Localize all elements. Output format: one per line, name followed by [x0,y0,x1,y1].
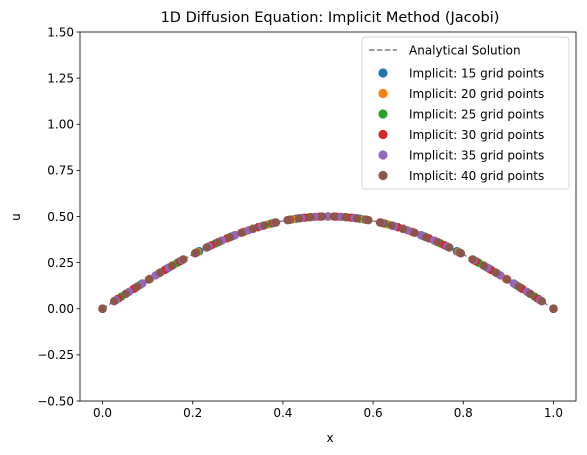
y-tick-label: −0.50 [37,394,74,408]
legend-label: Implicit: 30 grid points [409,128,544,142]
x-tick-label: 0.4 [273,406,292,420]
axes: 0.0 0.2 0.4 0.6 0.8 1.0 −0.50 −0.25 0.00 0.25 0.50… [37,25,577,420]
series-20-points [98,212,558,313]
legend-marker [378,109,388,119]
data-point [225,233,234,242]
legend-marker [378,68,388,78]
data-point [237,228,246,238]
series-15-points [98,212,558,313]
legend-marker [378,150,388,160]
x-tick-label: 0.2 [183,406,202,420]
data-point [167,261,177,271]
y-tick-label: 1.50 [47,25,74,39]
y-tick-label: 1.25 [47,71,74,85]
x-tick-label: 0.8 [454,406,473,420]
plot-area [98,212,558,313]
data-point [468,255,477,264]
data-point [109,297,119,306]
data-point [144,275,153,284]
series-30-points [98,212,558,313]
data-point [410,228,419,238]
data-point [445,243,454,252]
series-25-points [98,212,558,313]
data-point [387,221,396,230]
series-40-points [98,212,558,313]
legend-label: Implicit: 20 grid points [409,87,544,101]
legend-marker [378,88,388,99]
data-point [156,268,165,277]
legend-marker [378,170,388,181]
data-point [526,289,535,299]
legend-label: Implicit: 35 grid points [409,149,544,163]
data-point [248,224,258,234]
data-point [422,233,431,242]
data-point [456,249,466,258]
data-point [213,238,223,247]
data-point [503,275,512,284]
data-point [375,218,385,227]
data-point [352,214,362,223]
y-tick-label: 0.00 [47,302,74,316]
x-tick-label: 0.6 [364,406,383,420]
data-point [433,238,443,247]
y-tick-label: 1.00 [47,118,74,132]
y-tick-label: 0.75 [47,164,74,178]
data-point [491,268,500,277]
x-tick-label: 1.0 [544,406,563,420]
data-point [121,289,130,299]
legend-label: Implicit: 25 grid points [409,108,544,122]
legend-label: Implicit: 15 grid points [409,67,544,81]
data-point [364,215,373,225]
y-axis-label: u [9,213,23,221]
data-point [133,282,142,291]
series-35-points [98,212,558,313]
data-point [179,255,188,264]
data-point [202,243,211,252]
data-point [306,212,315,222]
data-point [318,212,327,221]
data-point [98,304,107,313]
data-point [341,212,350,222]
y-tick-label: −0.25 [37,348,74,362]
y-tick-label: 0.50 [47,210,74,224]
legend-analytical-label: Analytical Solution [409,44,521,58]
data-point [190,249,200,258]
x-axis-label: x [326,431,333,445]
y-tick-label: 0.25 [47,256,74,270]
legend-marker [378,129,388,140]
data-point [260,221,269,230]
legend-frame [361,36,570,190]
data-point [294,214,304,223]
data-point [283,215,292,225]
data-point [514,282,523,291]
data-point [323,212,333,221]
data-point [537,297,547,306]
x-tick-label: 0.0 [93,406,112,420]
data-point [549,304,558,313]
data-point [479,261,489,271]
data-point [271,218,281,227]
legend: Analytical Solution Implicit: 15 grid po… [361,36,570,190]
data-point [329,212,338,221]
chart-title: 1D Diffusion Equation: Implicit Method (… [161,10,500,26]
legend-label: Implicit: 40 grid points [409,169,544,183]
data-point [398,224,408,234]
